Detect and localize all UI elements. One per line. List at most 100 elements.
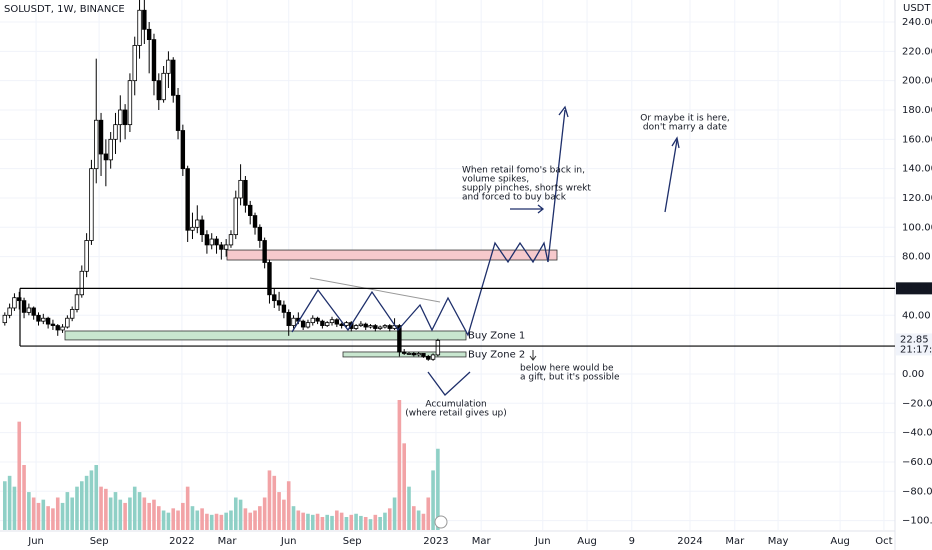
candle-body bbox=[325, 322, 330, 326]
volume-bar bbox=[349, 514, 354, 530]
candle-body bbox=[377, 326, 383, 329]
volume-bar bbox=[84, 475, 89, 530]
volume-bar bbox=[36, 502, 41, 530]
volume-bar bbox=[60, 502, 65, 530]
candle-body bbox=[12, 297, 17, 309]
candle-body bbox=[315, 317, 320, 322]
candle-body bbox=[272, 294, 277, 302]
volume-bar bbox=[55, 497, 60, 530]
volume-bar bbox=[238, 499, 243, 530]
volume-bar bbox=[359, 515, 363, 530]
volume-bar bbox=[339, 512, 344, 530]
volume-bar bbox=[205, 513, 209, 530]
candle-body bbox=[426, 355, 431, 360]
volume-bar bbox=[147, 502, 151, 530]
x-tick-label: Jun bbox=[280, 536, 297, 547]
x-tick-label: 2022 bbox=[169, 536, 194, 547]
volume-bar bbox=[181, 502, 185, 530]
candle-body bbox=[190, 226, 195, 231]
volume-bar bbox=[253, 510, 257, 530]
candle-body bbox=[98, 119, 104, 155]
volume-bar bbox=[132, 486, 137, 530]
annotation: supply pinches, shorts wrekt bbox=[462, 184, 591, 194]
candle-body bbox=[118, 109, 123, 126]
y-tick-label: 160.00 bbox=[902, 134, 932, 145]
volume-bar bbox=[152, 499, 156, 530]
x-tick-label: 2024 bbox=[677, 536, 702, 547]
candle-body bbox=[127, 80, 133, 126]
volume-bar bbox=[383, 512, 387, 530]
annotation: don't marry a date bbox=[643, 123, 728, 133]
volume-bar bbox=[200, 508, 204, 530]
volume-bar bbox=[190, 506, 195, 530]
volume-bar bbox=[363, 517, 368, 530]
volume-bar bbox=[233, 497, 238, 530]
candle-body bbox=[281, 304, 287, 313]
candle-body bbox=[214, 238, 219, 246]
candle-body bbox=[209, 238, 214, 246]
candle-body bbox=[233, 197, 238, 236]
candle-body bbox=[286, 311, 291, 326]
x-tick-label: Jun bbox=[534, 536, 551, 547]
candle-body bbox=[430, 354, 436, 360]
volume-bar bbox=[291, 506, 296, 530]
candle-body bbox=[156, 80, 161, 101]
zone bbox=[226, 249, 558, 261]
candle-body bbox=[94, 119, 99, 170]
y-tick-label: 80.00 bbox=[902, 252, 931, 263]
candle-body bbox=[180, 130, 186, 170]
accumulation-v bbox=[427, 371, 471, 396]
volume-bar bbox=[267, 470, 272, 530]
candle-body bbox=[89, 168, 94, 241]
chart-title: SOLUSDT, 1W, BINANCE bbox=[4, 4, 125, 15]
volume-bar bbox=[161, 510, 166, 530]
volume-bar bbox=[243, 508, 248, 530]
x-tick-label: 2023 bbox=[423, 536, 448, 547]
volume-bar bbox=[3, 481, 7, 530]
volume-bar bbox=[373, 514, 378, 530]
volume-bar bbox=[325, 514, 330, 530]
candle-body bbox=[108, 138, 113, 161]
y-tick-label: −100.00 bbox=[902, 516, 932, 527]
candle-body bbox=[2, 314, 8, 324]
volume-bar bbox=[320, 517, 325, 530]
volume-bar bbox=[431, 470, 435, 530]
volume-bar bbox=[80, 481, 84, 530]
candle-body bbox=[257, 226, 263, 241]
candle-body bbox=[7, 307, 12, 316]
volume-bar bbox=[412, 506, 416, 530]
candle-body bbox=[435, 340, 441, 356]
x-tick-label: Oct bbox=[875, 536, 892, 547]
candle-body bbox=[65, 317, 70, 328]
arrow bbox=[547, 109, 566, 263]
zone-label: Buy Zone 2 bbox=[468, 349, 525, 360]
candle-body bbox=[166, 59, 171, 74]
volume-bar bbox=[142, 497, 147, 530]
x-tick-label: Mar bbox=[472, 536, 492, 547]
volume-bar bbox=[22, 465, 26, 530]
candle-body bbox=[132, 45, 137, 82]
y-tick-label: 180.00 bbox=[902, 105, 932, 116]
volume-bar bbox=[436, 448, 440, 530]
volume-bar bbox=[282, 499, 286, 530]
candle-body bbox=[252, 215, 258, 228]
candle-body bbox=[171, 59, 176, 96]
volume-bar bbox=[378, 517, 382, 530]
volume-bar bbox=[27, 492, 31, 530]
volume-bar bbox=[94, 465, 99, 530]
candle-body bbox=[122, 109, 128, 126]
candle-body bbox=[146, 28, 152, 40]
volume-bar bbox=[209, 514, 214, 530]
last-price-badge bbox=[896, 333, 932, 356]
annotation: Accumulation bbox=[425, 400, 486, 410]
annotation: Or maybe it is here, bbox=[640, 114, 729, 124]
candle-body bbox=[387, 325, 392, 329]
candle-body bbox=[142, 9, 147, 30]
countdown: 21:17:29 bbox=[900, 344, 932, 355]
candle-body bbox=[151, 39, 157, 82]
candle-body bbox=[416, 353, 421, 356]
candle-body bbox=[84, 240, 89, 272]
volume-bar bbox=[137, 492, 142, 530]
candle-body bbox=[305, 322, 311, 328]
y-tick-label: 200.00 bbox=[902, 76, 932, 87]
